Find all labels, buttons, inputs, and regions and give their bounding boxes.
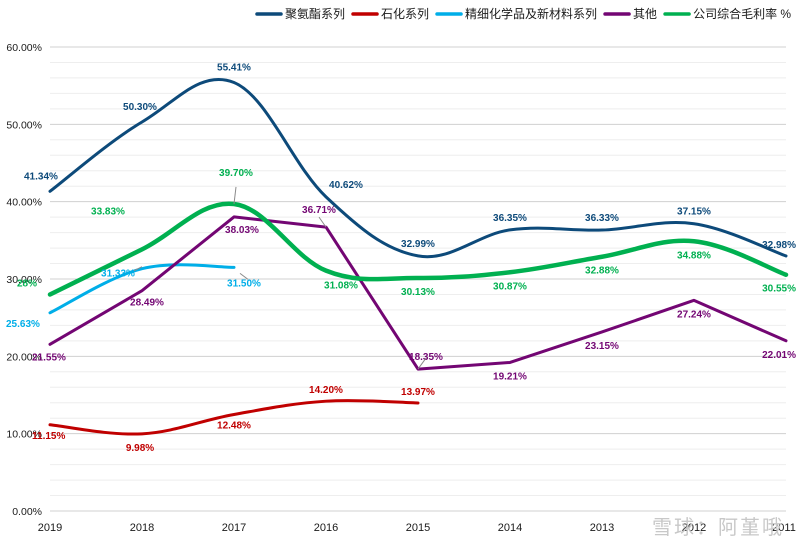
data-label: 41.34%	[24, 171, 58, 182]
data-label: 55.41%	[217, 62, 251, 73]
data-label: 34.88%	[677, 250, 711, 261]
x-tick-label: 2016	[314, 522, 338, 534]
data-label: 32.98%	[762, 240, 796, 251]
data-label: 36.33%	[585, 213, 619, 224]
data-label: 14.20%	[309, 385, 343, 396]
y-tick-label: 10.00%	[6, 429, 42, 441]
data-label: 19.21%	[493, 371, 527, 382]
x-tick-label: 2012	[682, 522, 706, 534]
legend-label: 公司综合毛利率 %	[693, 6, 791, 21]
x-tick-label: 2015	[406, 522, 430, 534]
legend-label: 其他	[633, 7, 657, 21]
legend-label: 石化系列	[381, 7, 429, 21]
label-leader-line	[417, 357, 427, 370]
data-label: 12.48%	[217, 420, 251, 431]
data-label: 32.99%	[401, 239, 435, 250]
label-leader-line	[239, 272, 249, 280]
x-tick-label: 2013	[590, 522, 614, 534]
series-line-1	[48, 399, 420, 436]
data-label: 23.15%	[585, 341, 619, 352]
data-label: 22.01%	[762, 350, 796, 361]
data-label: 31.08%	[324, 281, 358, 292]
x-tick-label: 2014	[498, 522, 522, 534]
data-label: 11.15%	[32, 431, 65, 442]
data-label: 50.30%	[123, 102, 157, 113]
data-label: 38.03%	[225, 225, 259, 236]
data-label: 39.70%	[219, 168, 253, 179]
y-tick-label: 30.00%	[6, 274, 42, 286]
legend-label: 聚氨酯系列	[285, 7, 345, 21]
data-label: 32.88%	[585, 266, 619, 277]
series-line-4	[47, 201, 789, 297]
y-axis: 0.00% 10.00% 20.00% 30.00% 40.00% 50.00% 60.00…	[6, 42, 42, 518]
data-label: 13.97%	[401, 387, 435, 398]
watermark: 雪球：阿堇哦	[652, 517, 784, 539]
label-leader-line	[133, 266, 143, 272]
data-label: 28.49%	[130, 298, 164, 309]
y-tick-label: 50.00%	[6, 119, 42, 131]
data-label: 33.83%	[91, 206, 125, 217]
data-label: 18.35%	[409, 352, 443, 363]
data-labels: 41.34% 50.30% 55.41% 40.62% 32.99% 36.35% 36.3…	[6, 62, 796, 453]
data-label: 37.15%	[677, 207, 711, 218]
data-label: 31.33%	[101, 269, 135, 280]
data-label: 36.71%	[302, 205, 336, 216]
series-lines	[47, 77, 789, 436]
y-tick-label: 40.00%	[6, 197, 42, 209]
y-tick-label: 0.00%	[12, 506, 42, 518]
y-tick-label: 20.00%	[6, 351, 42, 363]
data-label: 28%	[17, 278, 37, 289]
data-label: 31.50%	[227, 278, 261, 289]
data-label: 9.98%	[126, 443, 154, 454]
x-axis: 2019 2018 2017 2016 2015 2014 2013 2012 2011	[38, 522, 796, 534]
x-tick-label: 2017	[222, 522, 246, 534]
data-label: 21.55%	[32, 352, 66, 363]
data-label: 30.55%	[762, 284, 796, 295]
data-label: 30.13%	[401, 287, 435, 298]
data-label: 36.35%	[493, 213, 527, 224]
series-line-2	[48, 263, 236, 315]
x-tick-label: 2018	[130, 522, 154, 534]
label-leader-line	[318, 216, 327, 228]
data-label: 30.87%	[493, 281, 527, 292]
data-label: 27.24%	[677, 309, 711, 320]
x-tick-label: 2011	[772, 522, 796, 534]
x-tick-label: 2019	[38, 522, 62, 534]
series-line-0	[48, 77, 788, 259]
legend: 聚氨酯系列 石化系列 精细化学品及新材料系列 其他 公司综合毛利率 %	[255, 6, 791, 21]
data-label: 25.63%	[6, 319, 40, 330]
data-label: 40.62%	[329, 180, 363, 191]
legend-label: 精细化学品及新材料系列	[465, 6, 597, 21]
label-leader-line	[233, 186, 237, 205]
y-tick-label: 60.00%	[6, 42, 42, 54]
